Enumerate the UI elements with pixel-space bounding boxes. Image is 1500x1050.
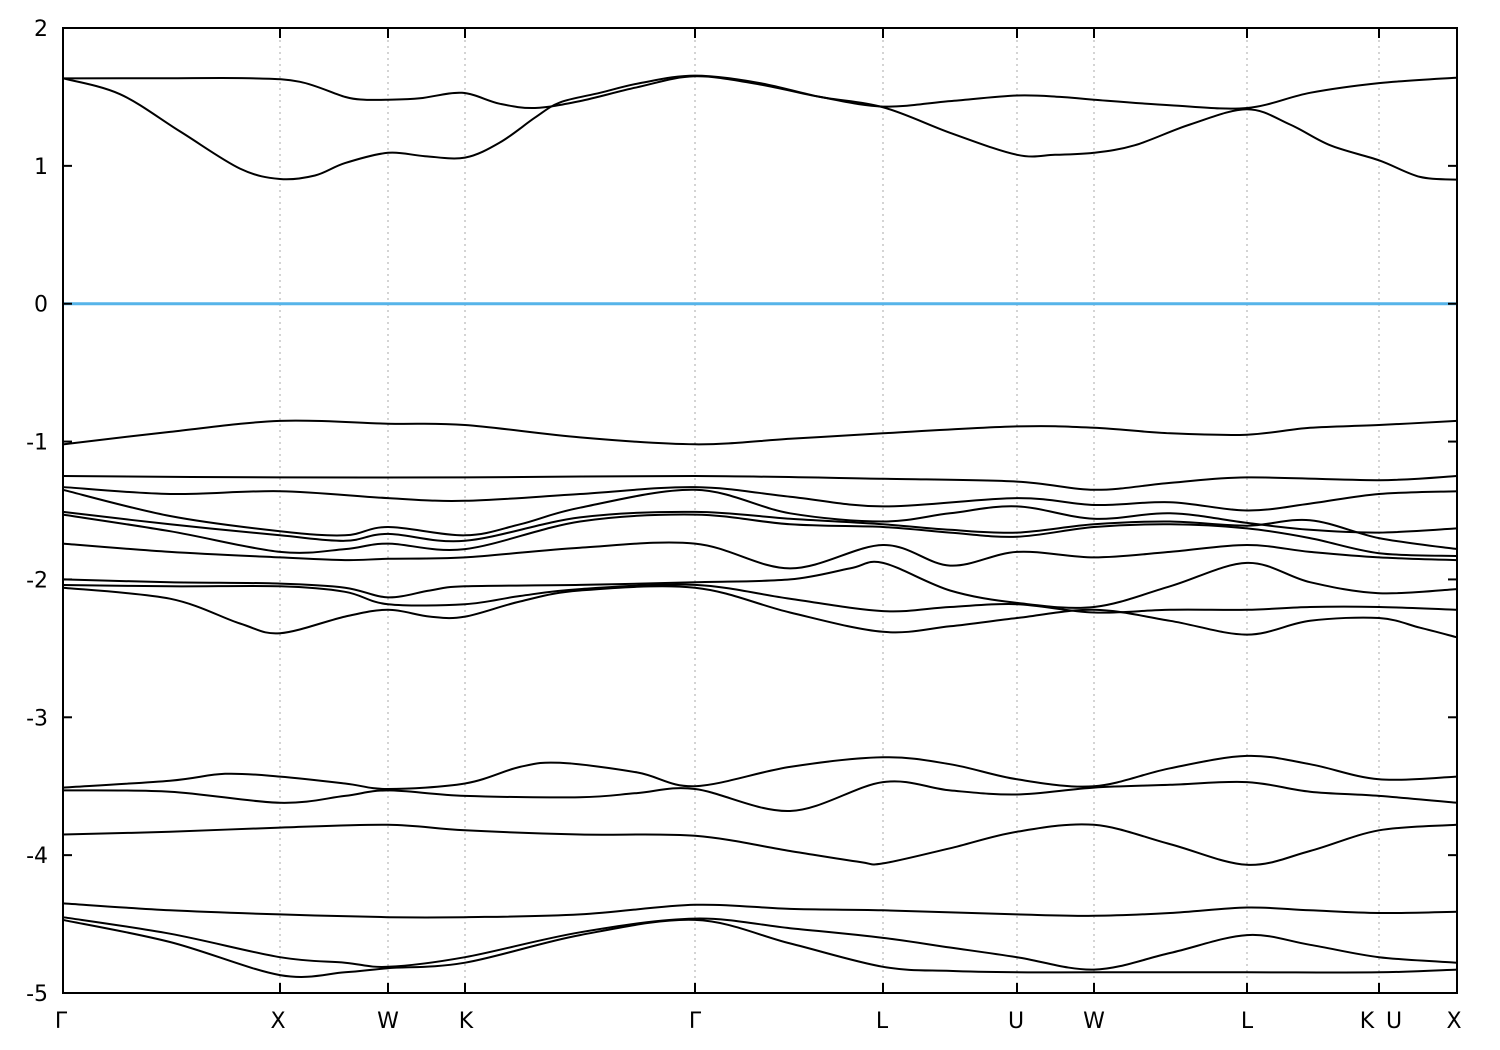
y-axis-label: -2 [26, 568, 48, 593]
band-curve-valence-band-10 [62, 585, 1458, 639]
band-curve-lower-band-1 [62, 754, 1458, 790]
band-curve-conduction-band-2 [62, 74, 1458, 181]
y-axis-label: 1 [34, 155, 48, 180]
band-curve-valence-band-5 [62, 510, 1458, 551]
band-curve-lower-band-3 [62, 823, 1458, 866]
x-axis-label-gamma: Γ [689, 1009, 702, 1034]
x-axis-label-L: L [876, 1009, 889, 1034]
x-axis-label-K: K [1360, 1009, 1375, 1034]
band-curve-valence-band-top [62, 419, 1458, 446]
band-curve-valence-band-4 [62, 488, 1458, 537]
x-axis-label-X: X [1446, 1009, 1461, 1034]
x-axis-label-U: U [1008, 1009, 1024, 1034]
x-axis-label-W: W [1083, 1009, 1105, 1034]
x-axis-label-gamma: Γ [55, 1009, 68, 1034]
x-axis-label-U: U [1386, 1009, 1402, 1034]
band-curve-valence-band-8 [62, 560, 1458, 609]
x-axis-label-L: L [1241, 1009, 1254, 1034]
y-axis-label: -1 [26, 431, 48, 456]
band-curve-valence-band-6 [62, 513, 1458, 557]
x-axis-label-W: W [377, 1009, 399, 1034]
y-axis-label: -5 [26, 982, 48, 1007]
band-curve-deep-band-2 [62, 916, 1458, 971]
band-curve-lower-band-2 [62, 780, 1458, 813]
y-axis-label: -4 [26, 844, 48, 869]
y-axis-label: -3 [26, 706, 48, 731]
band-curve-valence-band-7 [62, 541, 1458, 570]
band-curve-deep-band-3 [62, 918, 1458, 978]
x-axis-label-K: K [459, 1009, 474, 1034]
y-axis-label: 0 [34, 293, 48, 318]
band-curve-valence-band-9 [62, 583, 1458, 614]
x-axis-label-X: X [270, 1009, 285, 1034]
band-curve-valence-band-2 [62, 474, 1458, 491]
band-curve-deep-band-1 [62, 902, 1458, 919]
band-curve-valence-band-3 [62, 486, 1458, 512]
y-axis-label: 2 [34, 17, 48, 42]
plot-border [62, 27, 1458, 994]
